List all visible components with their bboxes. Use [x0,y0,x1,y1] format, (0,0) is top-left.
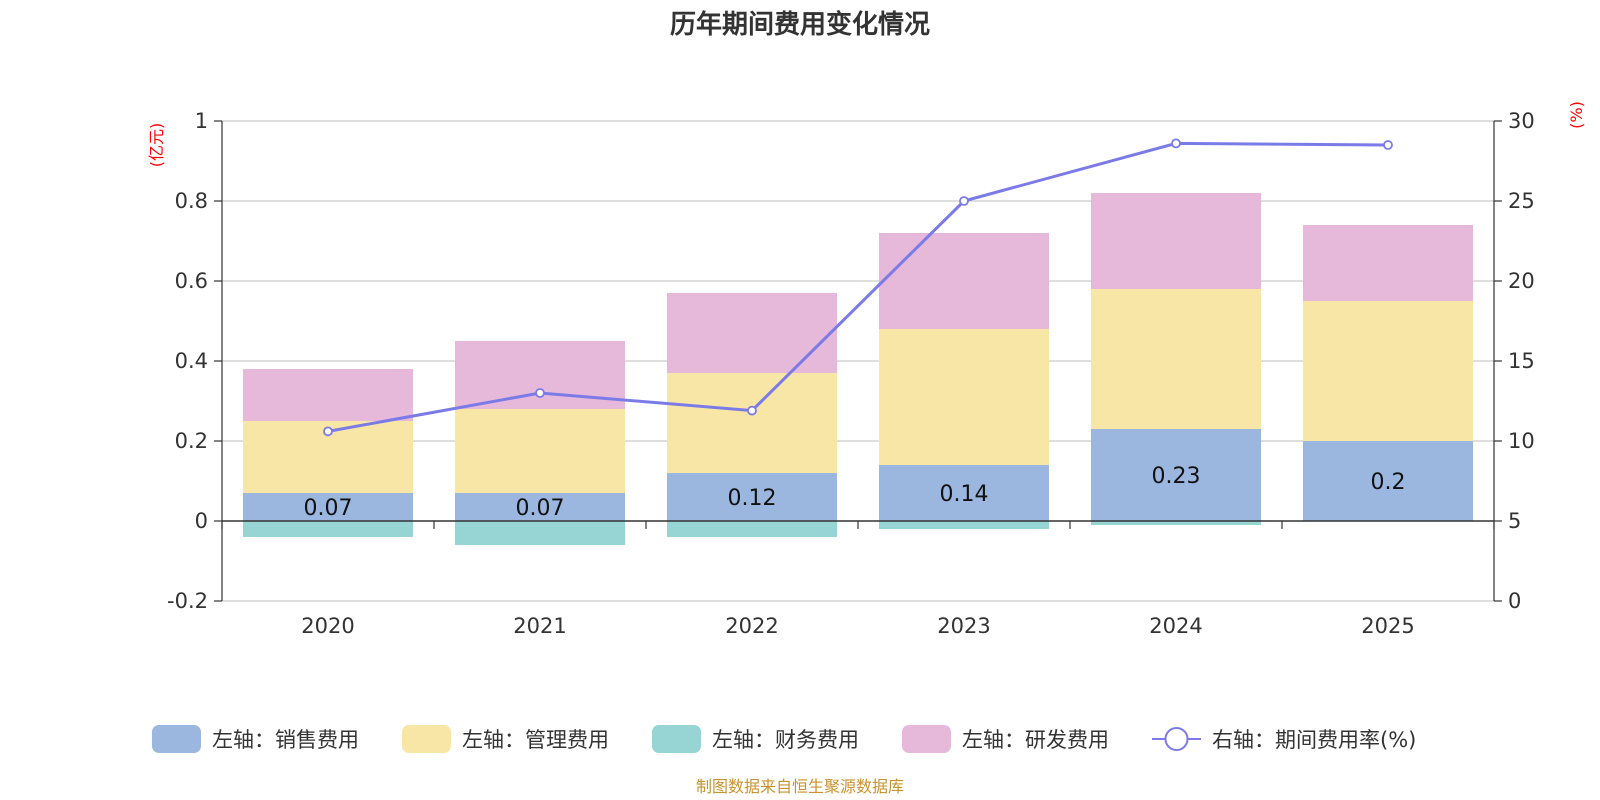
rate-point-2024 [1171,138,1181,149]
x-axis-tick-label: 2022 [725,614,778,638]
bar-2023-左轴-管理费用 [879,329,1049,465]
bar-2022-左轴-财务费用 [667,521,837,537]
bar-2022-左轴-管理费用 [667,373,837,473]
rate-point-2025 [1383,140,1393,150]
bar-2022-左轴-研发费用 [667,293,837,373]
right-axis-tick-label: 15 [1508,349,1535,373]
right-axis-tick-label: 30 [1508,109,1535,133]
x-axis-tick-label: 2024 [1149,614,1202,638]
left-axis-tick-label: 0.4 [175,349,208,373]
bar-value-label: 0.23 [1152,464,1201,489]
left-axis-tick-label: 0.6 [175,269,208,293]
rate-line-series [323,138,1393,437]
rate-line [327,141,1389,433]
left-axis-tick-label: 0.8 [175,189,208,213]
left-axis-tick-label: 0.2 [175,429,208,453]
rate-point-2021 [535,388,545,398]
legend-swatch [902,725,951,753]
legend-swatch [152,725,201,753]
bar-2020-左轴-销售费用 [243,493,413,521]
left-axis-tick-label: 0 [195,509,208,533]
x-axis-tick-label: 2020 [301,614,354,638]
left-axis-unit: (亿元) [147,123,166,168]
bar-2020-左轴-研发费用 [243,369,413,421]
bar-2021-左轴-财务费用 [455,521,625,545]
bar-2025-左轴-研发费用 [1303,225,1473,301]
right-axis-tick-label: 0 [1508,589,1521,613]
bar-2023-左轴-财务费用 [879,521,1049,529]
bar-value-label: 0.2 [1371,470,1406,495]
x-axis-tick-label: 2023 [937,614,990,638]
rate-point-2020 [323,426,333,437]
bar-2020-左轴-财务费用 [243,521,413,537]
legend-label: 右轴：期间费用率(%) [1212,728,1416,752]
data-labels: 0.07 0.07 0.12 0.14 0.23 0.2 [304,464,1406,521]
legend-marker [1164,727,1189,751]
bar-2023-左轴-销售费用 [879,465,1049,521]
bars [243,193,1473,545]
chart-title: 历年期间费用变化情况 [670,9,930,40]
legend-label: 左轴：销售费用 [212,728,359,752]
right-axis-tick-label: 25 [1508,189,1535,213]
bar-value-label: 0.07 [516,496,565,521]
legend: 左轴：销售费用 左轴：管理费用 左轴：财务费用 左轴：研发费用 右轴：期间费用率(%) [152,725,1416,753]
right-axis-tick-label: 5 [1508,509,1521,533]
right-axis-tick-label: 10 [1508,429,1535,453]
bar-value-label: 0.07 [304,496,353,521]
x-axis-tick-label: 2021 [513,614,566,638]
left-axis-tick-label: 1 [195,109,208,133]
left-axis-tick-label: -0.2 [167,589,208,613]
bar-2021-左轴-管理费用 [455,409,625,493]
legend-label: 左轴：管理费用 [462,728,609,752]
legend-label: 左轴：研发费用 [962,728,1109,752]
bar-2021-左轴-销售费用 [455,493,625,521]
bar-2024-左轴-销售费用 [1091,429,1261,521]
rate-point-2023 [959,196,969,206]
legend-swatch [652,725,701,753]
bar-2024-左轴-研发费用 [1091,193,1261,289]
legend-swatch [402,725,451,753]
legend-label: 左轴：财务费用 [712,728,859,752]
right-axis-tick-label: 20 [1508,269,1535,293]
bar-2025-左轴-销售费用 [1303,441,1473,521]
bar-2022-左轴-销售费用 [667,473,837,521]
right-axis-unit: (%) [1567,101,1586,129]
bar-value-label: 0.14 [940,482,989,507]
x-axis-tick-label: 2025 [1361,614,1414,638]
bar-value-label: 0.12 [728,486,777,511]
bar-2025-左轴-管理费用 [1303,301,1473,441]
bar-2024-左轴-管理费用 [1091,289,1261,429]
bar-2024-左轴-财务费用 [1091,521,1261,525]
grid-lines [222,120,1494,602]
rate-point-2022 [747,405,757,416]
bar-2023-左轴-研发费用 [879,233,1049,329]
source-note: 制图数据来自恒生聚源数据库 [696,777,904,796]
